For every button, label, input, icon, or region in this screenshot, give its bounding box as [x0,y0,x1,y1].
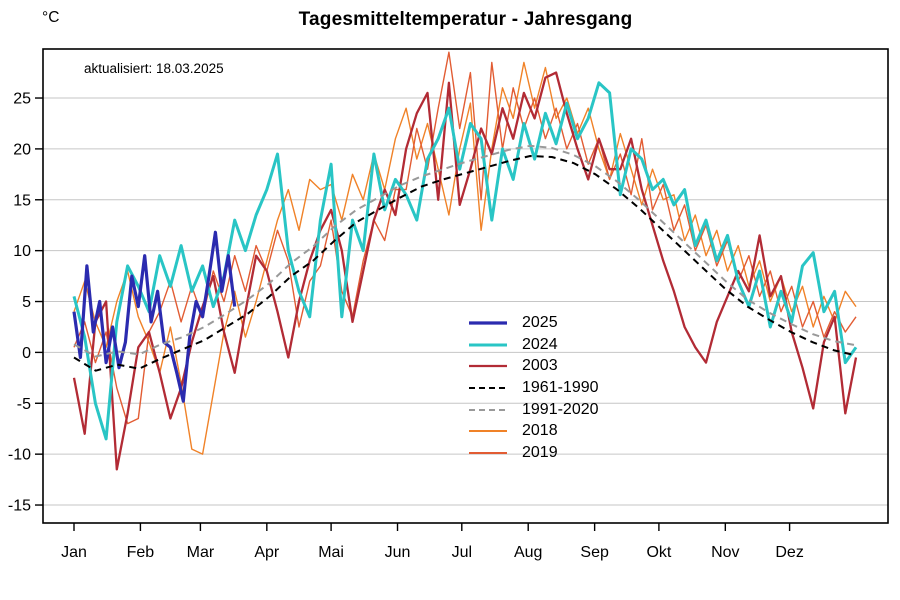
x-tick-label: Mar [187,544,215,561]
x-tick-label: Mai [318,544,344,561]
legend-label-1991-2020: 1991-2020 [522,400,599,418]
x-tick-label: Feb [127,544,155,561]
y-tick-label: -15 [8,498,31,515]
series-line-1991-2020 [73,144,857,358]
y-tick-label: 10 [13,243,31,260]
y-tick-label: -5 [17,396,31,413]
y-tick-label: 5 [22,294,31,311]
y-tick-label: 20 [13,141,31,158]
legend-swatch-2019 [469,451,507,454]
legend-swatch-2018 [469,430,507,433]
chart-legend: 2025 2024 2003 1961-1990 1991-2020 2018 2019 [468,312,599,464]
chart-title: Tagesmitteltemperatur - Jahresgang [298,9,633,30]
x-tick-label: Aug [514,544,542,561]
y-tick-label: 25 [13,91,31,108]
x-tick-label: Jun [385,544,411,561]
x-tick-label: Okt [646,544,671,561]
x-tick-label: Dez [775,544,803,561]
legend-item-2003: 2003 [468,355,599,377]
x-tick-label: Nov [711,544,739,561]
y-tick-label: -10 [8,447,31,464]
y-axis-unit-label: °C [42,9,60,26]
legend-item-2018: 2018 [468,420,599,442]
legend-swatch-2003 [469,365,507,368]
x-tick-label: Apr [254,544,280,561]
legend-label-2019: 2019 [522,443,558,461]
legend-swatch-2025 [469,321,507,325]
legend-item-1961-1990: 1961-1990 [468,377,599,399]
legend-label-2003: 2003 [522,357,558,375]
series-line-2018 [73,61,857,455]
series-line-2003 [72,71,858,471]
legend-label-2025: 2025 [522,313,558,331]
legend-item-1991-2020: 1991-2020 [468,399,599,421]
x-tick-label: Sep [580,544,609,561]
legend-item-2019: 2019 [468,442,599,464]
legend-label-2018: 2018 [522,422,558,440]
series-line-2019 [73,51,857,425]
y-tick-label: 15 [13,192,31,209]
legend-swatch-1961-1990 [469,386,507,389]
y-tick-label: 0 [22,345,31,362]
x-tick-label: Jan [61,544,87,561]
plot-border [42,48,889,524]
series-line-2025 [72,230,237,403]
legend-label-2024: 2024 [522,335,558,353]
legend-item-2024: 2024 [468,334,599,356]
legend-swatch-2024 [469,343,507,347]
x-tick-label: Jul [452,544,472,561]
legend-label-1961-1990: 1961-1990 [522,378,599,396]
series-line-2024 [72,81,858,441]
legend-swatch-1991-2020 [469,408,507,411]
legend-item-2025: 2025 [468,312,599,334]
update-date-annotation: aktualisiert: 18.03.2025 [84,61,224,76]
